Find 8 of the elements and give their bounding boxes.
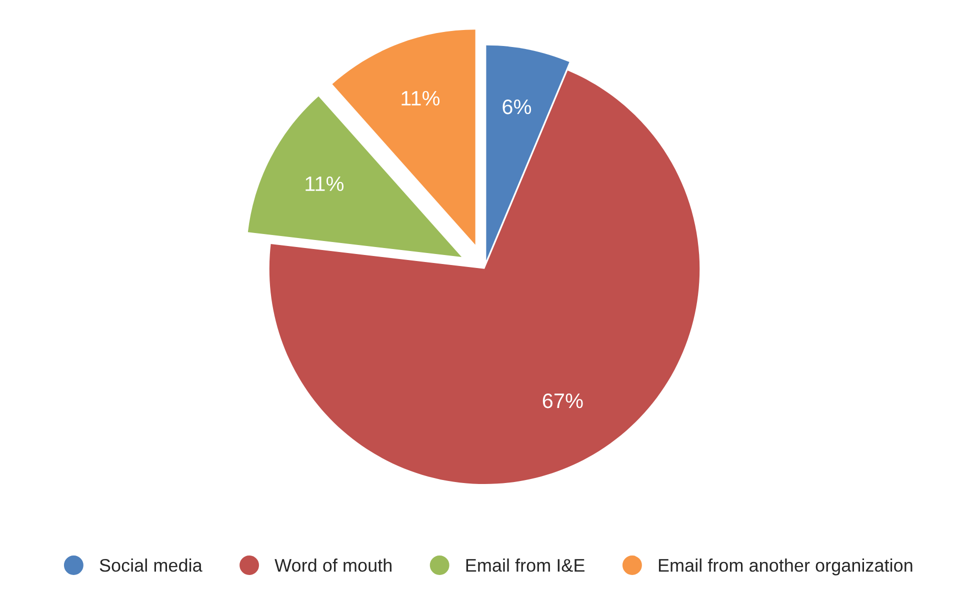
data-label: 11% (402, 90, 440, 106)
data-label: 67% (542, 393, 583, 408)
legend-label: Social media (100, 558, 202, 572)
legend-label: Word of mouth (274, 558, 392, 572)
legend-label: Email from another organization (658, 558, 912, 576)
legend-label: Email from I&E (466, 558, 584, 572)
data-label: 6% (502, 99, 532, 114)
data-label: 11% (306, 176, 344, 192)
